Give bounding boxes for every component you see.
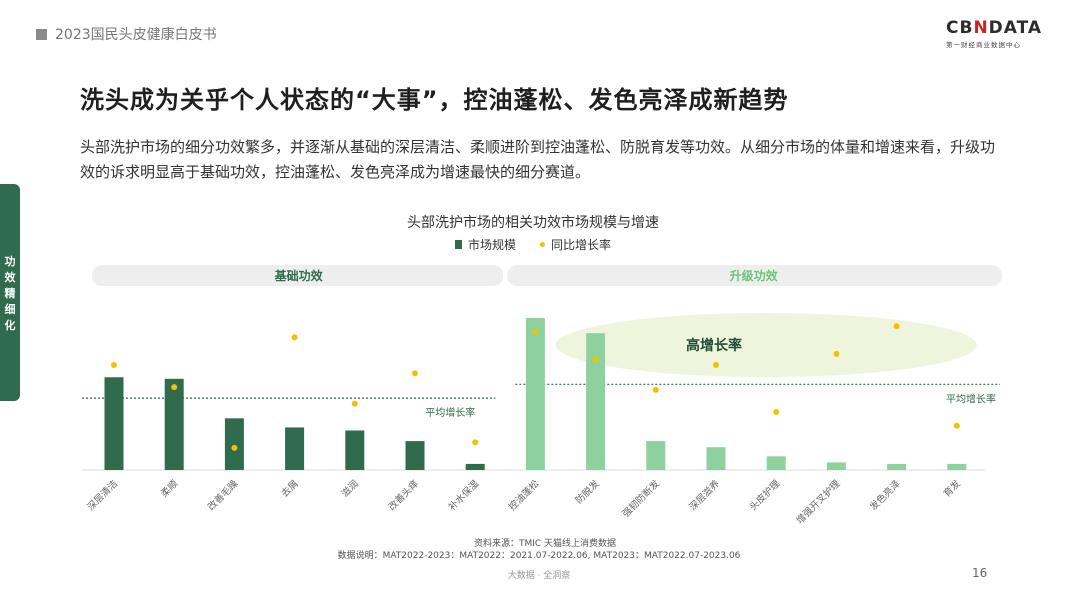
bar-柔顺 xyxy=(164,378,184,470)
bar-改善头痒 xyxy=(405,441,425,470)
header-square-icon xyxy=(36,29,47,40)
x-tick-label: 深层清洁 xyxy=(85,478,120,513)
side-tab-char: 化 xyxy=(4,319,16,332)
logo-x: N xyxy=(973,18,989,38)
rate-dot-去屑 xyxy=(291,334,298,341)
legend-label: 同比增长率 xyxy=(551,238,612,252)
logo-subtitle: 第一财经商业数据中心 xyxy=(946,41,1021,49)
x-tick-label: 补水保湿 xyxy=(446,477,482,513)
side-tab-char: 功 xyxy=(4,255,16,268)
x-tick-label: 改善毛躁 xyxy=(205,477,241,513)
bar-育发 xyxy=(947,463,967,470)
chart-legend: 市场规模 同比增长率 xyxy=(0,236,1066,253)
bar-增强开叉护理 xyxy=(826,462,846,470)
rate-dot-柔顺 xyxy=(171,384,178,391)
bar-补水保湿 xyxy=(465,463,485,470)
legend-item-rate: 同比增长率 xyxy=(540,236,611,253)
x-tick-label: 防脱发 xyxy=(573,477,602,506)
page-number: 16 xyxy=(972,566,988,580)
data-source: 资料来源：TMIC 天猫线上消费数据 xyxy=(473,539,617,549)
high-growth-highlight xyxy=(555,313,977,377)
side-tab-char: 精 xyxy=(4,287,16,300)
x-tick-label: 发色亮泽 xyxy=(867,477,903,513)
slide-description: 头部洗护市场的细分功效繁多，并逐渐从基础的深层清洁、柔顺进阶到控油蓬松、防脱育发… xyxy=(80,138,996,181)
rate-dot-改善毛躁 xyxy=(231,444,238,451)
x-tick-label: 滋润 xyxy=(339,478,361,500)
x-tick-label: 头皮护理 xyxy=(747,477,783,513)
bar-深层滋养 xyxy=(706,447,726,470)
bar-改善毛躁 xyxy=(224,418,244,470)
legend-item-size: 市场规模 xyxy=(454,236,516,253)
x-tick-label: 增强开叉护理 xyxy=(794,477,843,526)
rate-dot-改善头痒 xyxy=(412,370,418,377)
group-band-upgrade xyxy=(507,265,1002,286)
rate-dot-头皮护理 xyxy=(773,408,780,415)
x-tick-label: 去屑 xyxy=(279,478,301,500)
x-tick-label: 深层滋养 xyxy=(687,477,723,513)
bar-深层清洁 xyxy=(104,377,124,470)
bar-防脱发 xyxy=(586,333,606,470)
x-tick-label: 柔顺 xyxy=(159,478,181,500)
legend-label: 市场规模 xyxy=(467,238,516,252)
bar-发色亮泽 xyxy=(887,463,907,470)
rate-dot-深层滋养 xyxy=(713,361,719,368)
logo-prefix: CB xyxy=(946,18,974,38)
rate-dot-发色亮泽 xyxy=(893,323,900,330)
high-growth-label: 高增长率 xyxy=(686,337,742,354)
rate-dot-育发 xyxy=(953,422,960,429)
bar-强韧防断发 xyxy=(646,441,666,470)
group-band-basic xyxy=(92,265,504,286)
rate-dot-滋润 xyxy=(351,400,358,407)
side-tab-char: 效 xyxy=(4,271,16,284)
rate-dot-防脱发 xyxy=(592,356,599,363)
slide-title: 洗头成为关乎个人状态的“大事”，控油蓬松、发色亮泽成新趋势 xyxy=(80,86,789,114)
rate-dot-控油蓬松 xyxy=(532,328,539,335)
bar-去屑 xyxy=(285,427,305,470)
side-section-tab[interactable]: 功 效 精 细 化 xyxy=(0,184,20,401)
average-label-upgrade: 平均增长率 xyxy=(946,392,996,405)
footer-slogan: 大数据 · 全洞察 xyxy=(507,571,571,581)
x-tick-label: 改善头痒 xyxy=(386,477,422,513)
rate-dot-强韧防断发 xyxy=(652,386,659,393)
data-note: 数据说明：MAT2022-2023：MAT2022：2021.07-2022.0… xyxy=(337,551,741,561)
rate-dot-增强开叉护理 xyxy=(833,350,840,357)
group-label-basic: 基础功效 xyxy=(274,268,324,283)
average-label-basic: 平均增长率 xyxy=(425,406,475,419)
bar-滋润 xyxy=(345,430,365,470)
bar-控油蓬松 xyxy=(525,318,545,470)
x-tick-label: 育发 xyxy=(941,477,963,499)
x-tick-label: 强韧防断发 xyxy=(620,477,662,519)
cbndata-logo: CBNDATA 第一财经商业数据中心 xyxy=(946,18,1041,49)
report-title: 2023国民头皮健康白皮书 xyxy=(55,27,217,43)
legend-dot-icon xyxy=(540,242,545,247)
legend-bar-icon xyxy=(454,240,462,249)
rate-dot-补水保湿 xyxy=(472,439,479,446)
chart-title: 头部洗护市场的相关功效市场规模与增速 xyxy=(407,215,659,231)
x-tick-label: 控油蓬松 xyxy=(506,477,542,513)
bar-头皮护理 xyxy=(766,456,786,470)
rate-dot-深层清洁 xyxy=(111,361,117,368)
logo-suffix: DATA xyxy=(988,18,1043,38)
group-label-upgrade: 升级功效 xyxy=(730,268,779,283)
side-tab-char: 细 xyxy=(4,303,16,316)
